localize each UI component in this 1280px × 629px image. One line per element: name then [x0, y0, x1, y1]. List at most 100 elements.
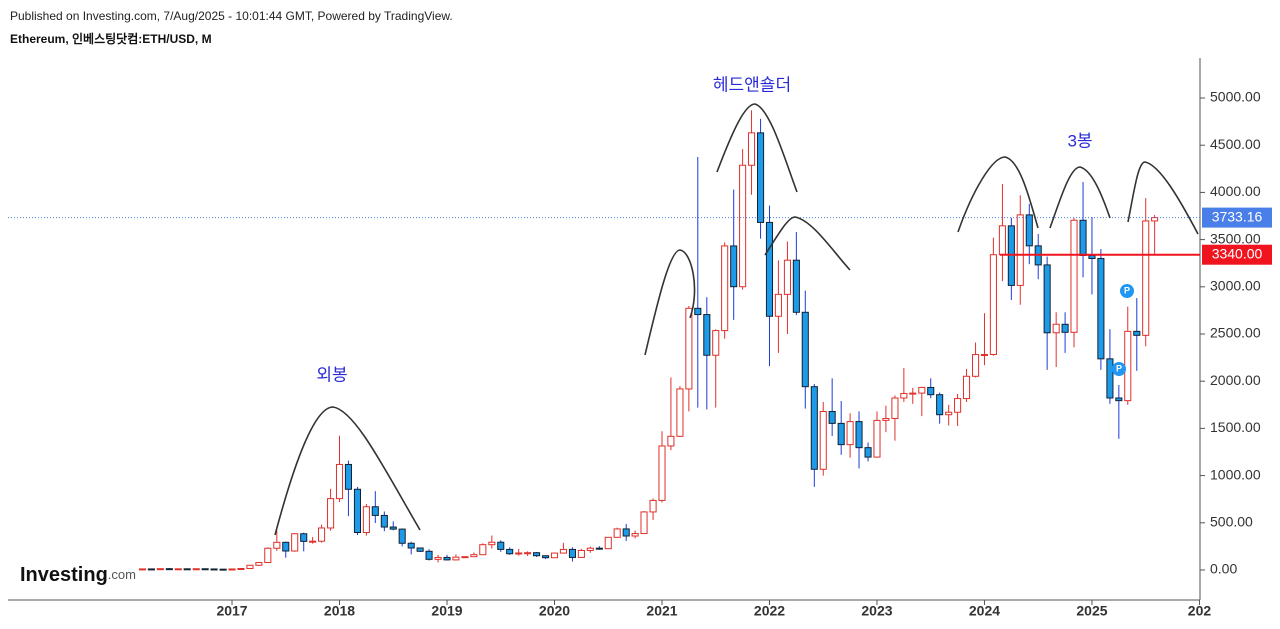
candle-body — [765, 221, 774, 317]
y-tick-label: 2000.00 — [1210, 372, 1261, 388]
candle-body — [443, 556, 451, 561]
candle-body — [219, 568, 227, 571]
candle-body — [774, 293, 782, 317]
y-tick-label: 1000.00 — [1210, 466, 1261, 482]
annotation-curve — [644, 249, 696, 356]
candle-body — [147, 568, 155, 571]
candle-body — [972, 354, 980, 377]
logo-name: Investing — [20, 564, 108, 586]
candle-body — [739, 164, 747, 288]
candle-body — [819, 410, 827, 470]
candle-body — [586, 547, 594, 551]
candle-body — [228, 568, 236, 571]
candle-body — [255, 562, 263, 566]
candle-body — [900, 392, 908, 399]
candle-body — [434, 556, 442, 560]
annotation-curve — [1127, 161, 1199, 235]
candle-body — [318, 527, 326, 542]
candle-body — [407, 542, 415, 549]
candle-body — [210, 568, 218, 571]
candle-body — [425, 550, 433, 560]
x-tick-label: 2017 — [216, 603, 247, 619]
x-tick-label: 2019 — [431, 603, 462, 619]
event-marker — [1120, 284, 1134, 298]
candle-body — [389, 526, 397, 530]
candle-body — [882, 417, 890, 421]
y-tick-label: 3500.00 — [1210, 230, 1261, 246]
y-tick-label: 3000.00 — [1210, 278, 1261, 294]
candle-body — [416, 547, 424, 552]
candle-body — [989, 254, 997, 355]
candle-body — [309, 540, 317, 543]
candle-body — [1061, 323, 1069, 333]
candle-body — [559, 548, 567, 554]
x-tick-label: 2025 — [1076, 603, 1107, 619]
candle-body — [810, 386, 818, 470]
annotation-curve — [957, 156, 1039, 233]
y-tick-label: 4500.00 — [1210, 136, 1261, 152]
annotation-curve — [764, 216, 851, 271]
level-label: 3340.00 — [1212, 245, 1263, 261]
candle-body — [577, 549, 585, 558]
candle-body — [873, 419, 881, 458]
candle-body — [282, 541, 290, 552]
candle-body — [1088, 254, 1096, 259]
candle-body — [667, 435, 675, 447]
candle-body — [712, 330, 720, 356]
candle-body — [1016, 214, 1024, 286]
candle-body — [1025, 214, 1033, 247]
candle-body — [470, 554, 478, 558]
annotation-label: 헤드앤숄더 — [713, 75, 791, 94]
y-tick-label: 5000.00 — [1210, 89, 1261, 105]
annotation-curve — [274, 406, 421, 536]
candle-body — [1151, 217, 1159, 222]
candle-body — [174, 568, 182, 571]
candle-body — [533, 552, 541, 557]
candle-body — [864, 447, 872, 458]
candle-body — [380, 514, 388, 528]
candle-body — [237, 568, 245, 571]
candle-body — [371, 506, 379, 516]
candle-body — [515, 552, 523, 555]
candle-body — [954, 398, 962, 413]
candle-body — [801, 311, 809, 388]
candle-body — [1097, 257, 1105, 360]
candle-body — [936, 394, 944, 416]
candle-body — [461, 556, 469, 559]
candle-body — [783, 259, 791, 295]
candle-body — [703, 314, 711, 356]
candle-body — [246, 564, 254, 570]
candle-body — [300, 533, 308, 542]
level-label-box — [1202, 244, 1272, 265]
y-tick-label: 4000.00 — [1210, 183, 1261, 199]
candle-body — [891, 397, 899, 419]
candle-body — [846, 421, 854, 446]
candle-body — [1043, 264, 1051, 334]
candle-body — [524, 552, 532, 555]
candle-body — [542, 555, 550, 559]
annotation-curve — [716, 103, 798, 193]
candle-body — [497, 541, 505, 550]
candle-body — [855, 421, 863, 449]
candle-body — [757, 132, 765, 223]
candle-body — [945, 411, 953, 416]
candle-body — [568, 548, 576, 558]
candle-body — [685, 307, 693, 390]
candle-body — [918, 386, 926, 394]
y-tick-label: 500.00 — [1210, 513, 1253, 529]
candle-body — [192, 568, 200, 571]
candle-body — [335, 463, 344, 500]
candle-body — [273, 541, 281, 549]
candle-body — [362, 506, 370, 534]
annotation-label: 3봉 — [1067, 131, 1092, 150]
candle-body — [658, 445, 666, 501]
x-tick-label: 2020 — [539, 603, 570, 619]
y-tick-label: 2500.00 — [1210, 325, 1261, 341]
candle-body — [156, 568, 164, 571]
candle-body — [613, 528, 621, 538]
candle-body — [506, 548, 514, 555]
candle-body — [353, 488, 362, 534]
candle-body — [730, 245, 738, 288]
candle-body — [1124, 330, 1132, 402]
